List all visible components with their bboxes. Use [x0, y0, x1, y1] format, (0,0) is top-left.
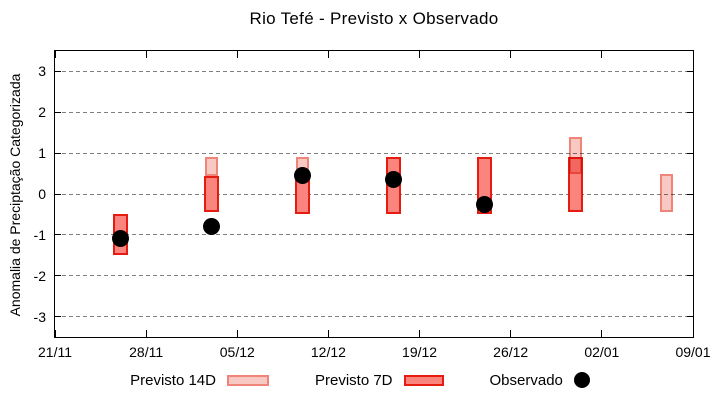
x-tick-top: [510, 51, 512, 58]
x-tick-top: [601, 51, 603, 58]
legend-label-previsto-7d: Previsto 7D: [314, 371, 393, 389]
legend-label-observado: Observado: [489, 371, 563, 389]
observado-point: [293, 167, 311, 185]
y-tick-label: 0: [38, 186, 46, 202]
x-tick-label: 26/12: [493, 344, 529, 360]
x-tick-bottom: [419, 330, 421, 337]
y-tick-left: [55, 234, 61, 236]
gridline: [55, 316, 693, 318]
observado-point: [385, 171, 403, 189]
x-tick-bottom: [145, 330, 147, 337]
legend-item-observado: Observado: [490, 372, 590, 389]
x-tick-top: [692, 51, 694, 58]
x-tick-top: [145, 51, 147, 58]
chart-title: Rio Tefé - Previsto x Observado: [249, 9, 499, 28]
y-tick-right: [687, 316, 693, 318]
x-tick-top: [419, 51, 421, 58]
gridline: [55, 70, 693, 72]
x-tick-bottom: [510, 330, 512, 337]
observado-point: [111, 230, 129, 248]
y-tick-right: [687, 193, 693, 195]
x-tick-label: 09/01: [675, 344, 711, 360]
previsto-7d-swatch-icon: [403, 374, 444, 386]
y-tick-left: [55, 70, 61, 72]
plot-area: [54, 50, 694, 338]
x-tick-label: 21/11: [38, 344, 72, 360]
x-tick-label: 28/11: [129, 344, 164, 360]
y-tick-right: [687, 111, 693, 113]
x-tick-bottom: [236, 330, 238, 337]
y-tick-right: [687, 70, 693, 72]
x-tick-label: 12/12: [310, 344, 346, 360]
legend-item-previsto-7d: Previsto 7D: [315, 372, 444, 389]
gridline: [55, 193, 693, 195]
observado-point: [202, 218, 220, 236]
y-tick-right: [687, 234, 693, 236]
x-tick-top: [236, 51, 238, 58]
observado-dot-icon: [573, 372, 590, 388]
y-tick-right: [687, 152, 693, 154]
x-tick-top: [54, 51, 56, 58]
bar-previsto-14d: [204, 157, 218, 176]
x-tick-label: 05/12: [219, 344, 255, 360]
y-tick-left: [55, 111, 61, 113]
legend-label-previsto-14d: Previsto 14D: [130, 371, 216, 389]
y-tick-left: [55, 152, 61, 154]
bar-previsto-7d: [203, 175, 219, 213]
bar-previsto-14d: [660, 173, 674, 213]
y-tick-label: -3: [33, 308, 46, 325]
legend-item-previsto-14d: Previsto 14D: [130, 372, 269, 389]
y-tick-label: 2: [38, 104, 46, 121]
observado-point: [476, 195, 494, 213]
y-tick-label: -1: [33, 226, 46, 243]
x-tick-bottom: [692, 330, 694, 337]
y-tick-label: -2: [33, 267, 46, 284]
x-tick-label: 02/01: [584, 344, 620, 360]
x-tick-bottom: [327, 330, 329, 337]
gridline: [55, 234, 693, 236]
y-tick-left: [55, 316, 61, 318]
bar-previsto-14d: [569, 136, 583, 174]
y-tick-right: [687, 275, 693, 277]
gridline: [55, 275, 693, 277]
y-tick-left: [55, 275, 61, 277]
gridline: [55, 111, 693, 113]
x-tick-label: 19/12: [402, 344, 438, 360]
legend: Previsto 14D Previsto 7D Observado: [0, 368, 720, 392]
previsto-14d-swatch-icon: [226, 374, 269, 386]
y-tick-label: 1: [38, 145, 46, 162]
x-tick-bottom: [54, 330, 56, 337]
gridline: [55, 152, 693, 154]
y-tick-label: 3: [38, 63, 46, 80]
y-tick-left: [55, 193, 61, 195]
x-tick-top: [327, 51, 329, 58]
x-tick-bottom: [601, 330, 603, 337]
